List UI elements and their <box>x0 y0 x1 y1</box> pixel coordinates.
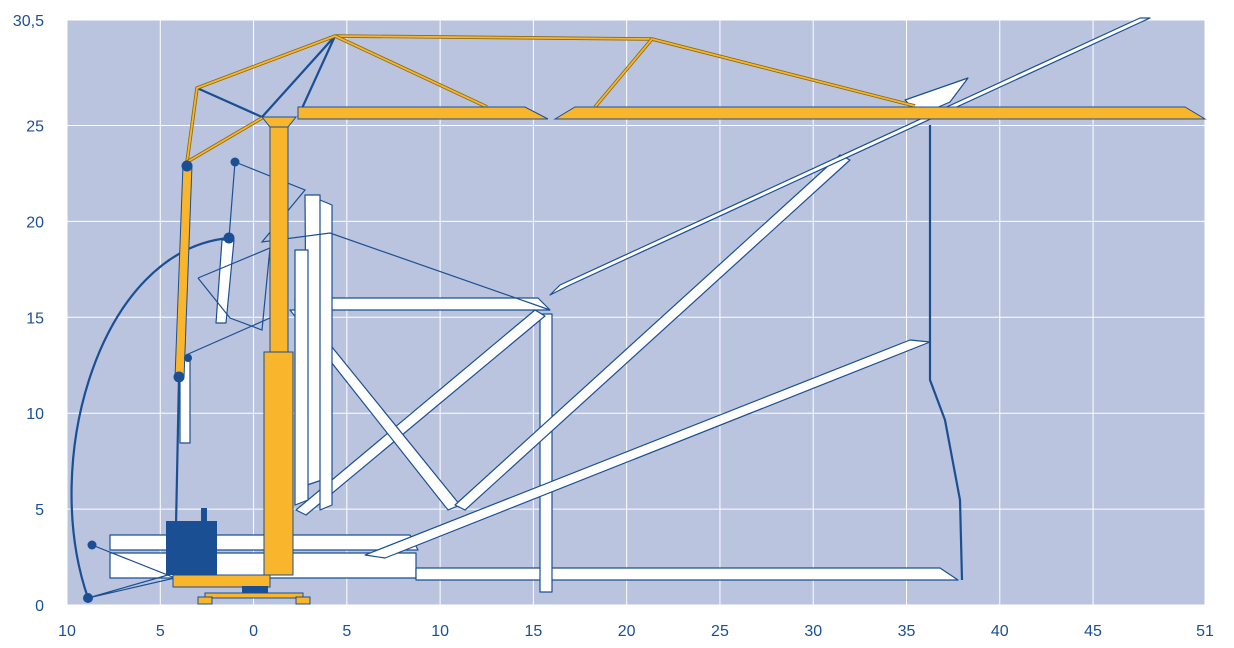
stay <box>928 125 964 581</box>
rope <box>228 161 236 239</box>
joint <box>181 160 193 172</box>
rope <box>197 247 271 331</box>
beam <box>454 154 851 511</box>
joint <box>230 157 240 167</box>
stay <box>196 35 337 119</box>
beam <box>549 17 1151 296</box>
x-tick-label: 30 <box>804 623 822 640</box>
joint <box>223 232 235 244</box>
carriage <box>204 592 304 599</box>
wheel <box>197 596 213 605</box>
stack <box>201 508 207 522</box>
x-tick-label: 10 <box>431 623 449 640</box>
beam <box>415 567 959 581</box>
beam <box>319 199 333 511</box>
rope <box>87 544 178 599</box>
jib <box>297 106 549 120</box>
beam <box>295 309 546 516</box>
beam <box>294 249 309 506</box>
slew <box>242 586 268 594</box>
jib <box>553 106 1207 120</box>
y-tick-label: 5 <box>35 502 44 519</box>
x-tick-label: 5 <box>156 623 165 640</box>
x-tick-label: 0 <box>249 623 258 640</box>
wheel <box>295 596 311 605</box>
x-tick-label: 45 <box>1084 623 1102 640</box>
mast <box>263 351 294 576</box>
mast <box>269 126 289 354</box>
x-tick-label: 20 <box>618 623 636 640</box>
joint <box>87 540 97 550</box>
platform <box>172 574 271 588</box>
x-tick-label: 40 <box>991 623 1009 640</box>
y-tick-label: 20 <box>26 214 44 231</box>
x-tick-label: 35 <box>898 623 916 640</box>
crane <box>70 17 1207 605</box>
tie <box>334 35 488 108</box>
x-tick-label: 10 <box>58 623 76 640</box>
x-tick-label: 5 <box>342 623 351 640</box>
y-tick-label: 30,5 <box>13 13 44 30</box>
beam <box>294 297 551 311</box>
joint <box>184 354 192 362</box>
joint <box>83 593 93 603</box>
rope <box>185 317 271 356</box>
y-tick-label: 10 <box>26 406 44 423</box>
tie <box>594 38 653 108</box>
tie <box>186 117 263 163</box>
joint <box>173 371 185 383</box>
x-tick-label: 51 <box>1196 623 1214 640</box>
y-tick-label: 15 <box>26 310 44 327</box>
beam <box>539 313 553 593</box>
x-tick-label: 15 <box>524 623 542 640</box>
counterweight <box>166 521 217 575</box>
x-tick-label: 25 <box>711 623 729 640</box>
y-tick-label: 0 <box>35 598 44 615</box>
beam <box>109 552 417 579</box>
y-tick-label: 25 <box>26 118 44 135</box>
